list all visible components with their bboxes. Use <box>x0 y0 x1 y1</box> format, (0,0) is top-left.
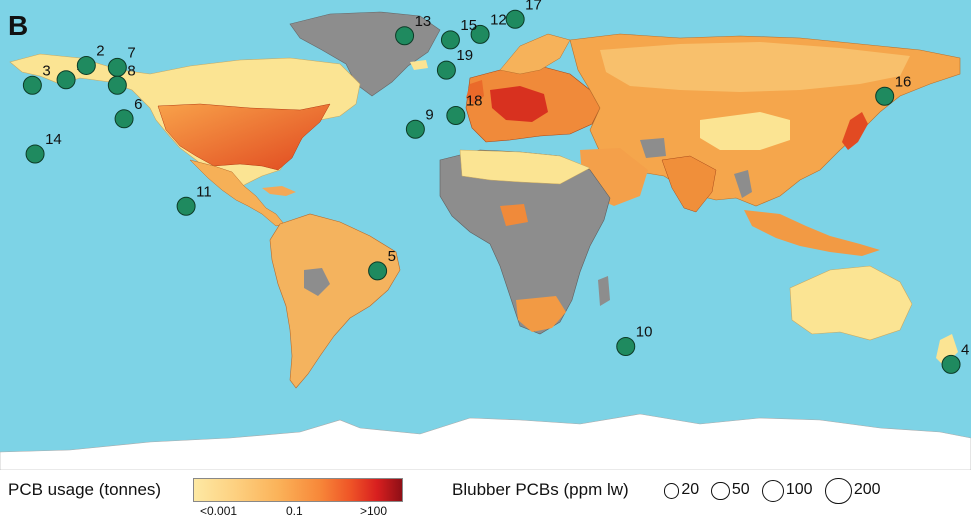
usage-tick-high: >100 <box>360 504 388 518</box>
site-marker-11 <box>176 196 196 216</box>
site-marker-6 <box>114 109 134 129</box>
usage-tick-mid: 0.1 <box>286 504 303 518</box>
site-label-18: 18 <box>466 93 483 110</box>
pcb-usage-legend-title: PCB usage (tonnes) <box>8 480 162 499</box>
size-circle <box>711 481 730 501</box>
south-america <box>269 213 401 389</box>
site-label-8: 8 <box>127 62 135 79</box>
antarctica <box>0 413 971 470</box>
afghanistan-no-data <box>640 138 666 158</box>
site-marker-17 <box>505 9 525 29</box>
site-marker-5 <box>368 261 388 281</box>
panel-label: B <box>8 10 29 41</box>
site-marker-18 <box>446 106 466 125</box>
size-label: 50 <box>731 481 750 498</box>
site-label-5: 5 <box>388 248 396 265</box>
size-circle <box>761 480 784 502</box>
site-marker-10 <box>616 337 636 356</box>
site-label-6: 6 <box>134 96 142 113</box>
site-marker-3 <box>22 75 42 95</box>
pcb-usage-color-bar <box>193 478 403 502</box>
site-marker-8 <box>107 75 127 95</box>
siberia <box>600 42 910 92</box>
usa-region <box>157 103 331 171</box>
size-label: 100 <box>785 481 813 498</box>
japan <box>842 112 868 150</box>
nigeria <box>500 204 528 226</box>
site-label-7: 7 <box>127 44 135 61</box>
site-marker-2 <box>76 55 96 75</box>
australia <box>789 265 913 341</box>
sampling-sites: 12345678910111213141516171819 <box>22 0 969 374</box>
site-label-14: 14 <box>45 131 62 148</box>
site-marker-9 <box>405 119 425 139</box>
world-map: 12345678910111213141516171819 <box>0 0 971 470</box>
site-marker-15 <box>440 30 460 50</box>
site-marker-4 <box>941 354 961 374</box>
site-marker-19 <box>436 60 456 80</box>
site-label-16: 16 <box>895 73 912 90</box>
site-label-11: 11 <box>196 183 212 200</box>
site-marker-14 <box>25 144 45 164</box>
site-label-12: 12 <box>490 11 507 28</box>
southeast-asia <box>744 210 880 256</box>
south-africa <box>516 296 566 332</box>
china-interior <box>700 112 790 150</box>
british-isles <box>466 80 484 104</box>
site-label-3: 3 <box>42 62 50 79</box>
site-label-13: 13 <box>415 13 432 30</box>
size-circle <box>664 483 680 499</box>
site-label-17: 17 <box>525 0 542 13</box>
site-marker-1 <box>56 70 76 90</box>
site-marker-7 <box>107 57 127 77</box>
central-europe <box>490 86 548 122</box>
site-label-15: 15 <box>460 17 477 34</box>
bolivia-no-data <box>304 268 330 296</box>
caribbean <box>262 186 296 196</box>
size-label: 20 <box>681 481 700 498</box>
site-label-9: 9 <box>425 106 433 123</box>
north-africa <box>459 149 591 185</box>
blubber-pcb-legend-title: Blubber PCBs (ppm lw) <box>452 480 629 499</box>
iceland <box>410 60 428 70</box>
site-label-4: 4 <box>961 341 969 358</box>
site-marker-13 <box>395 26 415 46</box>
madagascar <box>598 276 610 306</box>
site-marker-12 <box>470 24 490 44</box>
size-circle <box>824 477 852 505</box>
scandinavia <box>499 33 571 75</box>
new-zealand <box>936 334 958 366</box>
size-label: 200 <box>853 481 881 498</box>
india <box>661 155 717 213</box>
site-label-19: 19 <box>456 47 473 64</box>
usage-tick-low: <0.001 <box>200 504 238 518</box>
site-label-10: 10 <box>636 324 653 341</box>
myanmar-no-data <box>734 170 752 198</box>
site-marker-16 <box>875 86 895 106</box>
site-label-2: 2 <box>96 42 104 59</box>
